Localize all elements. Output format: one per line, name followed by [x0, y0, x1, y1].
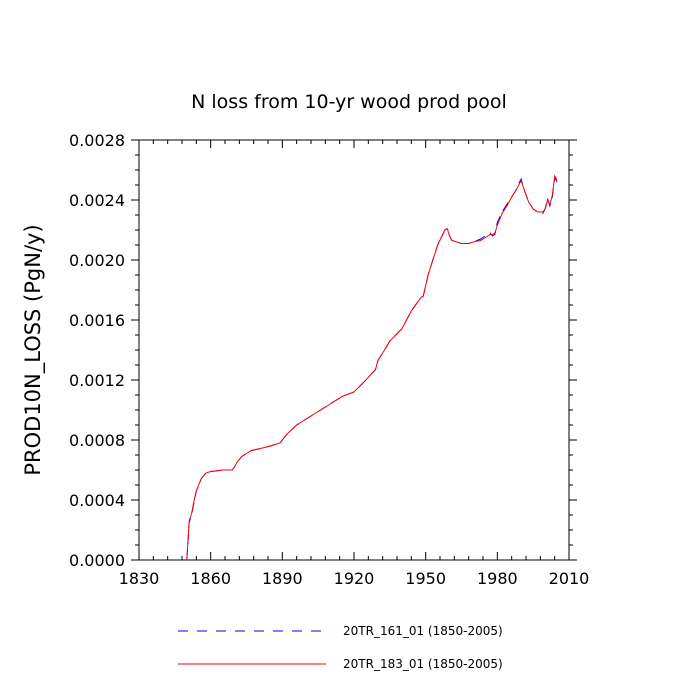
- y-tick-label: 0.0004: [69, 491, 125, 510]
- legend-label-2: 20TR_183_01 (1850-2005): [343, 657, 503, 671]
- x-tick-label: 1890: [262, 569, 303, 588]
- x-tick-label: 1830: [119, 569, 160, 588]
- y-tick-label: 0.0028: [69, 131, 125, 150]
- legend: 20TR_161_01 (1850-2005) 20TR_183_01 (1850…: [178, 624, 503, 671]
- y-axis-label: PROD10N_LOSS (PgN/y): [21, 224, 46, 475]
- x-tick-label: 2010: [549, 569, 590, 588]
- series-line-2: [186, 174, 558, 561]
- y-tick-label: 0.0020: [69, 251, 125, 270]
- x-tick-label: 1860: [190, 569, 231, 588]
- chart-title: N loss from 10-yr wood prod pool: [191, 91, 507, 113]
- y-tick-label: 0.0012: [69, 371, 125, 390]
- plot-frame: [138, 139, 570, 561]
- legend-label-1: 20TR_161_01 (1850-2005): [343, 624, 503, 638]
- series-line-1: [186, 175, 558, 561]
- series-lines: [186, 174, 558, 561]
- axis-ticks: 1830 1860 1890 1920 1950 1980 2010 0.0000 0.0004…: [69, 131, 589, 588]
- y-tick-label: 0.0016: [69, 311, 125, 330]
- y-tick-label: 0.0024: [69, 191, 125, 210]
- x-tick-label: 1950: [405, 569, 446, 588]
- y-tick-label: 0.0008: [69, 431, 125, 450]
- x-tick-label: 1980: [477, 569, 518, 588]
- y-tick-label: 0.0000: [69, 551, 125, 570]
- x-tick-label: 1920: [334, 569, 375, 588]
